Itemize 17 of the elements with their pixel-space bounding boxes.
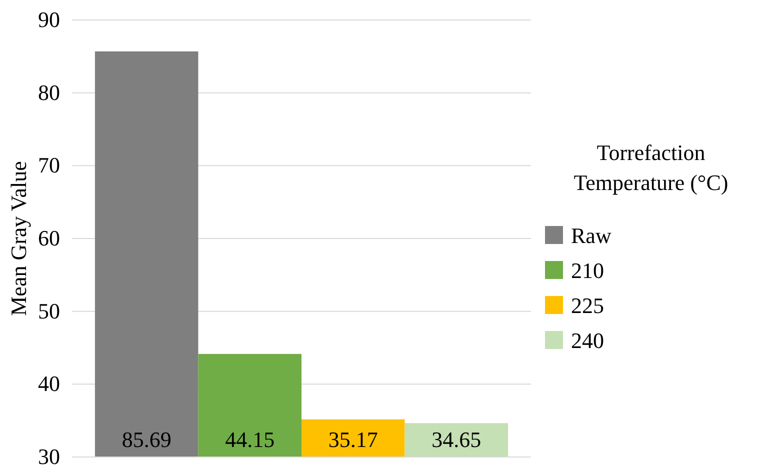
y-tick-label: 90 — [38, 7, 60, 32]
legend-label: 210 — [571, 258, 604, 283]
data-label: 34.65 — [432, 427, 482, 452]
data-label: 35.17 — [328, 427, 378, 452]
legend-label: Raw — [571, 223, 612, 248]
data-label: 44.15 — [225, 427, 275, 452]
y-tick-label: 50 — [38, 298, 60, 324]
y-tick-label: 40 — [38, 371, 60, 396]
data-label: 85.69 — [122, 427, 172, 452]
legend-label: 240 — [571, 328, 604, 353]
y-tick-label: 70 — [38, 152, 60, 178]
y-axis-title: Mean Gray Value — [6, 161, 31, 316]
legend-label: 225 — [571, 293, 604, 318]
y-tick-label: 80 — [38, 80, 60, 105]
y-tick-label: 30 — [38, 444, 60, 466]
y-tick-label: 60 — [38, 226, 60, 251]
legend-title: Torrefaction Temperature (°C) — [574, 140, 728, 195]
